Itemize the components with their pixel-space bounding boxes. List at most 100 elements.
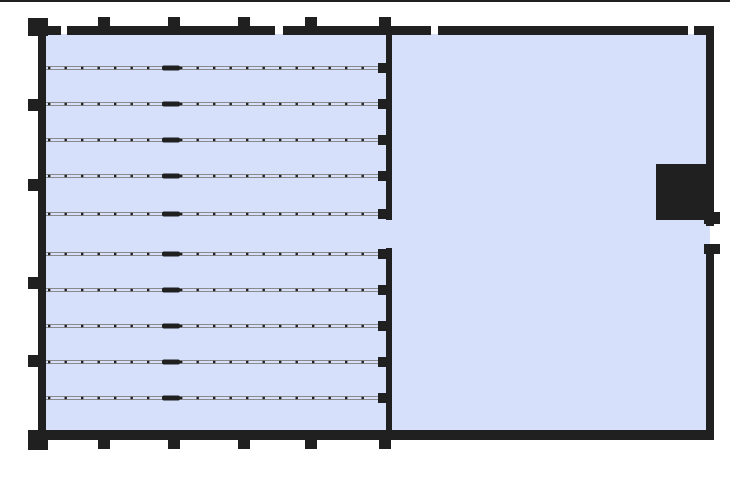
rail-post [328, 288, 331, 292]
rail-row [46, 321, 388, 331]
rail-post [114, 252, 117, 256]
rail-handle [162, 251, 180, 257]
rail-post [328, 252, 331, 256]
bottom-column [305, 437, 317, 449]
bottom-column [98, 437, 110, 449]
rail-post [97, 102, 100, 106]
rail-anchor [378, 357, 388, 367]
rail-row [46, 357, 388, 367]
rail-anchor [378, 63, 388, 73]
rail-post [262, 252, 265, 256]
rail-post [130, 138, 133, 142]
rail-post [328, 324, 331, 328]
rail-post [130, 396, 133, 400]
rail-post [229, 102, 232, 106]
rail-post [345, 288, 348, 292]
rail-handle [162, 287, 180, 293]
rail-post [147, 66, 150, 70]
rail-post [279, 212, 282, 216]
rail-post [81, 138, 84, 142]
rail-post [229, 212, 232, 216]
rail-post [130, 212, 133, 216]
rail-post [147, 288, 150, 292]
rail-post [114, 102, 117, 106]
rail-post [295, 66, 298, 70]
rail-post [262, 66, 265, 70]
rail-post [97, 66, 100, 70]
rail-post [213, 396, 216, 400]
left-pilasters [28, 99, 40, 367]
rail-post [279, 174, 282, 178]
rail-post [196, 66, 199, 70]
rail-post [262, 396, 265, 400]
rail-post [48, 360, 51, 364]
rail-post [81, 360, 84, 364]
rail-post [246, 174, 249, 178]
rail-post [312, 396, 315, 400]
divider-wall-upper [386, 30, 392, 220]
rail-anchor [378, 209, 388, 219]
rail-post [81, 102, 84, 106]
rail-post [312, 102, 315, 106]
rail-post [361, 252, 364, 256]
rail-handle [162, 101, 180, 107]
rail-post [180, 360, 183, 364]
rail-post [361, 324, 364, 328]
rail-post [114, 324, 117, 328]
rail-post [246, 396, 249, 400]
rail-post [361, 138, 364, 142]
rail-row [46, 209, 388, 219]
rail-post [180, 324, 183, 328]
bottom-column [379, 437, 391, 449]
rail-post [114, 396, 117, 400]
rail-post [81, 252, 84, 256]
rail-post [196, 212, 199, 216]
rail-post [130, 66, 133, 70]
divider-wall-lower [386, 248, 392, 438]
top-wall-segment [67, 26, 275, 35]
rail-post [312, 324, 315, 328]
divider-wall [386, 30, 392, 438]
rail-post [328, 102, 331, 106]
rail-post [213, 288, 216, 292]
rail-post [48, 288, 51, 292]
rail-post [48, 66, 51, 70]
rail-post [180, 174, 183, 178]
rail-post [114, 360, 117, 364]
rail-post [97, 288, 100, 292]
rail-post [246, 324, 249, 328]
rail-handle [162, 137, 180, 143]
rail-post [262, 138, 265, 142]
rail-post [130, 360, 133, 364]
rail-post [48, 396, 51, 400]
rail-post [180, 288, 183, 292]
rail-post [147, 252, 150, 256]
rail-post [279, 396, 282, 400]
rail-post [345, 360, 348, 364]
rail-post [213, 138, 216, 142]
entrance-block [656, 164, 712, 220]
rail-post [295, 324, 298, 328]
left-pilaster [28, 99, 40, 111]
rail-post [345, 324, 348, 328]
top-wall-segment [694, 26, 714, 35]
bottom-columns [98, 437, 391, 449]
rail-post [130, 288, 133, 292]
rail-post [196, 252, 199, 256]
rail-post [213, 174, 216, 178]
rail-post [64, 324, 67, 328]
rail-post [229, 138, 232, 142]
rail-post [229, 396, 232, 400]
rail-post [147, 174, 150, 178]
rail-anchor [378, 249, 388, 259]
rail-post [114, 288, 117, 292]
rail-post [279, 138, 282, 142]
top-column [168, 17, 180, 29]
rail-post [279, 288, 282, 292]
rail-post [97, 174, 100, 178]
rail-post [97, 324, 100, 328]
rail-post [81, 324, 84, 328]
rail-anchor [378, 321, 388, 331]
rail-post [345, 252, 348, 256]
rail-post [262, 174, 265, 178]
